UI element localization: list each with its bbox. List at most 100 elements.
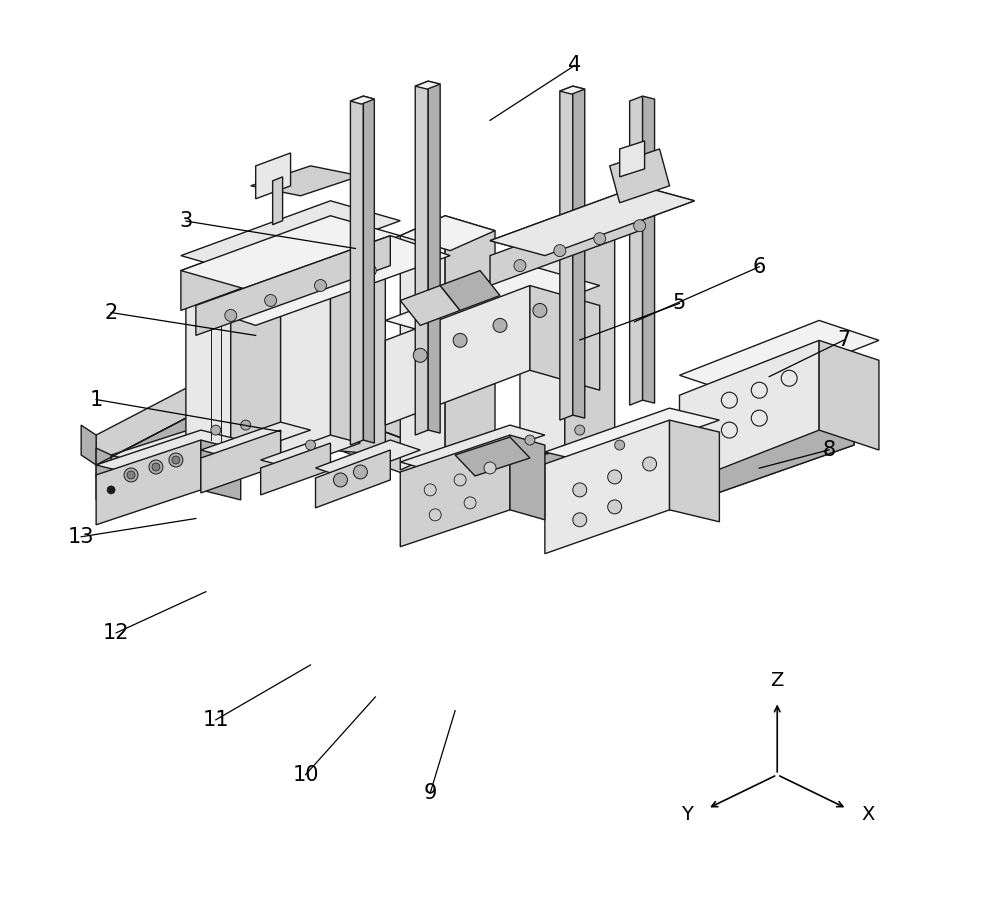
Circle shape	[575, 425, 585, 435]
Circle shape	[721, 392, 737, 409]
Polygon shape	[231, 251, 281, 470]
Polygon shape	[96, 440, 201, 525]
Polygon shape	[400, 216, 495, 251]
Polygon shape	[415, 81, 440, 89]
Polygon shape	[81, 425, 96, 465]
Circle shape	[225, 309, 237, 321]
Circle shape	[211, 425, 221, 435]
Polygon shape	[201, 440, 241, 500]
Polygon shape	[445, 216, 495, 465]
Polygon shape	[111, 415, 266, 500]
Circle shape	[454, 474, 466, 486]
Circle shape	[169, 453, 183, 467]
Text: 2: 2	[104, 303, 118, 322]
Polygon shape	[630, 96, 643, 405]
Polygon shape	[363, 96, 374, 443]
Circle shape	[721, 422, 737, 438]
Polygon shape	[281, 220, 330, 470]
Polygon shape	[475, 450, 570, 500]
Polygon shape	[186, 251, 281, 285]
Text: 1: 1	[90, 389, 103, 409]
Polygon shape	[680, 320, 879, 395]
Circle shape	[573, 513, 587, 527]
Circle shape	[353, 465, 367, 479]
Circle shape	[464, 497, 476, 509]
Polygon shape	[510, 435, 545, 520]
Circle shape	[608, 500, 622, 514]
Polygon shape	[96, 405, 211, 500]
Circle shape	[453, 333, 467, 347]
Polygon shape	[350, 96, 363, 445]
Polygon shape	[181, 216, 400, 290]
Polygon shape	[490, 201, 640, 285]
Polygon shape	[350, 96, 374, 104]
Text: X: X	[861, 804, 874, 823]
Polygon shape	[385, 265, 600, 341]
Polygon shape	[520, 216, 615, 252]
Polygon shape	[545, 409, 719, 464]
Polygon shape	[256, 153, 291, 199]
Circle shape	[424, 484, 436, 496]
Polygon shape	[196, 236, 390, 335]
Polygon shape	[560, 86, 573, 420]
Circle shape	[413, 348, 427, 363]
Circle shape	[172, 456, 180, 464]
Polygon shape	[201, 422, 311, 458]
Circle shape	[429, 509, 441, 521]
Polygon shape	[610, 149, 670, 203]
Polygon shape	[400, 216, 445, 470]
Circle shape	[751, 382, 767, 398]
Circle shape	[573, 483, 587, 497]
Polygon shape	[196, 236, 450, 325]
Circle shape	[107, 486, 115, 494]
Polygon shape	[281, 220, 385, 255]
Circle shape	[643, 457, 657, 471]
Circle shape	[781, 370, 797, 386]
Polygon shape	[819, 341, 879, 450]
Polygon shape	[201, 431, 281, 493]
Circle shape	[533, 304, 547, 318]
Circle shape	[615, 440, 625, 450]
Circle shape	[364, 264, 376, 276]
Circle shape	[484, 462, 496, 474]
Circle shape	[608, 470, 622, 484]
Polygon shape	[440, 271, 500, 310]
Polygon shape	[181, 216, 330, 310]
Circle shape	[265, 295, 277, 307]
Polygon shape	[96, 375, 854, 475]
Circle shape	[634, 219, 646, 231]
Text: 9: 9	[424, 783, 437, 803]
Polygon shape	[261, 435, 360, 468]
Circle shape	[594, 232, 606, 245]
Polygon shape	[400, 435, 510, 547]
Text: 4: 4	[568, 55, 581, 75]
Polygon shape	[273, 177, 283, 225]
Polygon shape	[670, 410, 854, 509]
Circle shape	[149, 460, 163, 474]
Text: 5: 5	[673, 294, 686, 313]
Polygon shape	[415, 81, 428, 435]
Text: 8: 8	[823, 440, 836, 460]
Text: 12: 12	[103, 623, 129, 643]
Text: 10: 10	[292, 765, 319, 785]
Circle shape	[554, 245, 566, 257]
Text: Y: Y	[681, 804, 692, 823]
Polygon shape	[565, 216, 615, 462]
Polygon shape	[316, 450, 390, 508]
Circle shape	[124, 468, 138, 482]
Circle shape	[355, 431, 365, 440]
Polygon shape	[490, 185, 694, 255]
Polygon shape	[428, 81, 440, 433]
Text: Z: Z	[771, 671, 784, 689]
Polygon shape	[560, 86, 585, 95]
Text: 3: 3	[179, 211, 192, 231]
Polygon shape	[96, 448, 111, 485]
Circle shape	[751, 410, 767, 426]
Circle shape	[315, 280, 326, 292]
Circle shape	[152, 463, 160, 471]
Circle shape	[333, 473, 347, 487]
Polygon shape	[455, 437, 530, 476]
Polygon shape	[251, 166, 360, 196]
Polygon shape	[530, 285, 600, 390]
Circle shape	[306, 440, 316, 450]
